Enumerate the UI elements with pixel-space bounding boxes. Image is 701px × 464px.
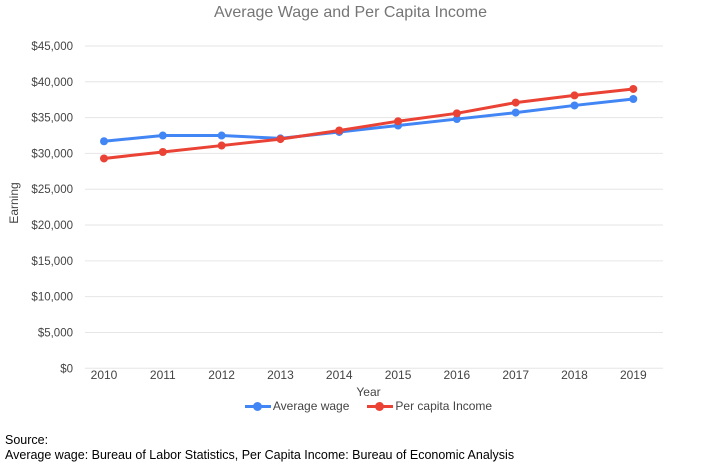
x-axis-title: Year bbox=[356, 385, 381, 399]
x-tick-label: 2014 bbox=[326, 368, 353, 382]
x-tick-label: 2019 bbox=[620, 368, 647, 382]
legend-item-average-wage: Average wage bbox=[244, 399, 350, 413]
data-point bbox=[511, 108, 520, 117]
y-tick-label: $10,000 bbox=[31, 292, 73, 304]
data-point bbox=[158, 131, 167, 140]
y-tick-label: $5,000 bbox=[38, 327, 73, 339]
series-line-1 bbox=[103, 87, 634, 160]
y-tick-label: $0 bbox=[60, 363, 73, 375]
x-tick-label: 2011 bbox=[150, 368, 176, 382]
data-point bbox=[570, 91, 579, 100]
x-tick-label: 2018 bbox=[561, 368, 588, 382]
y-tick-label: $45,000 bbox=[31, 41, 73, 53]
data-point bbox=[158, 148, 167, 157]
data-point bbox=[452, 115, 461, 124]
data-point bbox=[217, 141, 226, 150]
data-point bbox=[100, 154, 108, 163]
data-point bbox=[100, 137, 108, 146]
data-point bbox=[394, 117, 403, 126]
y-tick-label: $40,000 bbox=[31, 77, 73, 89]
x-tick-label: 2012 bbox=[208, 368, 235, 382]
x-tick-label: 2016 bbox=[444, 368, 471, 382]
y-tick-label: $20,000 bbox=[31, 220, 73, 232]
x-tick-label: 2017 bbox=[502, 368, 529, 382]
x-tick-label: 2010 bbox=[91, 368, 118, 382]
legend-label-average-wage: Average wage bbox=[272, 399, 350, 413]
legend-item-per-capita-income: Per capita Income bbox=[367, 399, 492, 413]
chart-title: Average Wage and Per Capita Income bbox=[213, 4, 488, 21]
data-point bbox=[629, 84, 638, 93]
y-tick-label: $25,000 bbox=[31, 184, 73, 196]
y-tick-label: $15,000 bbox=[31, 256, 73, 268]
source-label: Source: bbox=[5, 433, 49, 447]
legend-label-per-capita-income: Per capita Income bbox=[395, 399, 493, 413]
source-note: Source: Average wage: Bureau of Labor St… bbox=[5, 433, 514, 463]
x-tick-label: 2015 bbox=[385, 368, 412, 382]
data-point bbox=[217, 131, 226, 140]
series-line-0 bbox=[103, 97, 634, 143]
data-point bbox=[452, 109, 461, 118]
data-point bbox=[570, 101, 579, 110]
data-point bbox=[335, 126, 344, 135]
chart-legend: Average wage Per capita Income bbox=[36, 399, 701, 413]
x-tick-label: 2013 bbox=[267, 368, 294, 382]
legend-marker-average-wage-icon bbox=[244, 401, 271, 412]
y-tick-label: $30,000 bbox=[31, 148, 73, 160]
source-detail: Average wage: Bureau of Labor Statistics… bbox=[5, 448, 515, 462]
y-tick-label: $35,000 bbox=[31, 113, 73, 125]
data-point bbox=[511, 98, 520, 107]
data-point bbox=[629, 95, 638, 104]
legend-marker-per-capita-income-icon bbox=[367, 401, 394, 412]
data-point bbox=[276, 135, 285, 144]
y-axis-title: Earning bbox=[7, 182, 21, 224]
line-chart-plot: $0 $5,000 $10,000 $15,000 $20,000 $25,000 $30,… bbox=[31, 41, 663, 382]
